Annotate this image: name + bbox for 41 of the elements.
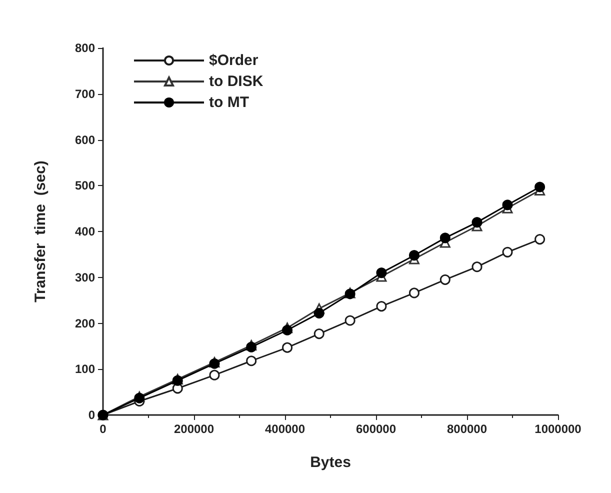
point <box>314 328 324 340</box>
point <box>472 262 482 272</box>
y-tick-label: 800 <box>74 41 96 55</box>
point <box>376 301 387 312</box>
point <box>344 315 356 326</box>
y-tick-label: 500 <box>74 178 96 193</box>
point <box>534 182 546 192</box>
y-tick-label: 700 <box>74 86 96 101</box>
y-tick-label: 100 <box>74 362 96 376</box>
point <box>246 356 257 366</box>
y-tick-label: 400 <box>74 224 96 238</box>
x-tick-label: 1000000 <box>534 422 582 436</box>
y-tick-label: 300 <box>74 270 96 284</box>
y-tick-label: 0 <box>88 408 96 422</box>
x-axis-title: Bytes <box>310 454 351 471</box>
point <box>472 217 482 228</box>
point <box>440 232 450 244</box>
y-tick-label: 600 <box>74 132 96 147</box>
x-tick-label: 800000 <box>446 422 488 436</box>
point <box>376 268 387 278</box>
point <box>502 246 513 258</box>
x-tick-label: 600000 <box>356 422 396 436</box>
x-tick-label: 200000 <box>174 422 214 436</box>
x-tick-label: 0 <box>100 422 107 436</box>
legend-label: to DISK <box>209 73 264 90</box>
point <box>408 250 420 261</box>
point <box>134 392 145 404</box>
y-axis-title: Transfer time (sec) <box>32 160 49 302</box>
point <box>502 200 513 210</box>
y-tick-label: 200 <box>74 316 96 330</box>
point <box>440 274 450 285</box>
legend-label: $Order <box>209 52 258 69</box>
legend-label: to MT <box>209 94 249 111</box>
point <box>282 342 293 353</box>
x-tick-label: 400000 <box>264 422 306 436</box>
point <box>282 324 293 336</box>
point <box>246 342 257 352</box>
point <box>209 370 220 380</box>
point <box>408 288 420 298</box>
point <box>314 308 324 318</box>
point <box>534 234 546 245</box>
